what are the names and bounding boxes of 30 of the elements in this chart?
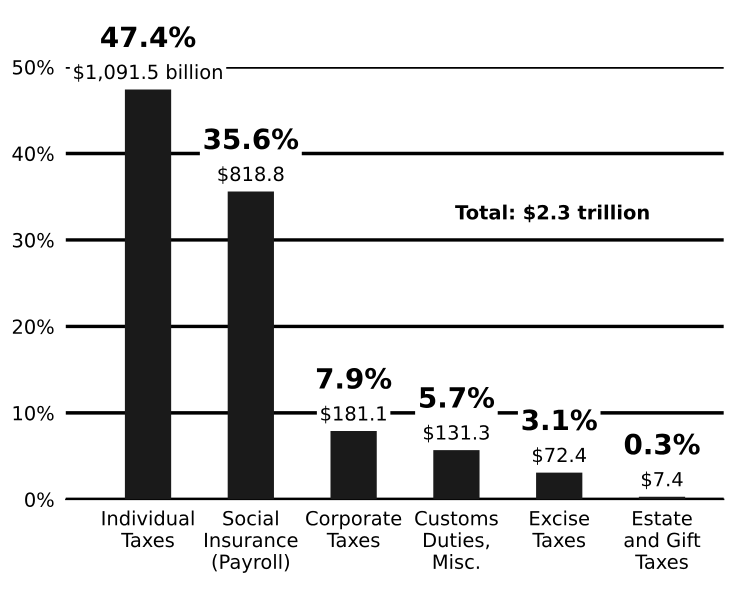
x-tick-label: Corporate Taxes	[306, 510, 402, 548]
annotation: $131.3	[424, 424, 489, 442]
y-tick-label: 20%	[12, 319, 54, 334]
bar	[124, 89, 172, 500]
x-tick-label: Excise Taxes	[530, 510, 589, 548]
y-tick-label: 10%	[14, 406, 54, 421]
data-label: 7.9%	[316, 368, 392, 389]
x-tick-label: Social Insurance (Payroll)	[205, 510, 298, 573]
data-label: 47.4%	[101, 26, 196, 48]
y-tick-label: 50%	[12, 60, 54, 75]
annotation: $72.4	[532, 447, 586, 465]
y-tick-label: 0%	[25, 492, 54, 508]
annotation: Total: $2.3 trillion	[455, 204, 649, 222]
annotation: $181.1	[321, 406, 386, 424]
annotation: $7.4	[642, 471, 683, 490]
bar	[536, 472, 582, 500]
data-label: 35.6%	[204, 128, 298, 150]
annotation: $818.8	[218, 166, 284, 184]
data-label: 3.1%	[522, 409, 597, 430]
x-tick-label: Estate and Gift Taxes	[624, 511, 700, 570]
x-tick-label: Individual Taxes	[102, 510, 194, 548]
data-label: 5.7%	[420, 386, 494, 408]
bar	[330, 431, 377, 500]
bar	[228, 192, 274, 500]
bar	[433, 450, 480, 500]
data-label: 0.3%	[624, 434, 700, 455]
annotation: $1,091.5 billion	[74, 64, 222, 82]
y-tick-label: 40%	[12, 146, 54, 162]
x-tick-label: Customs Duties, Misc.	[415, 510, 498, 570]
y-tick-label: 30%	[12, 232, 54, 248]
